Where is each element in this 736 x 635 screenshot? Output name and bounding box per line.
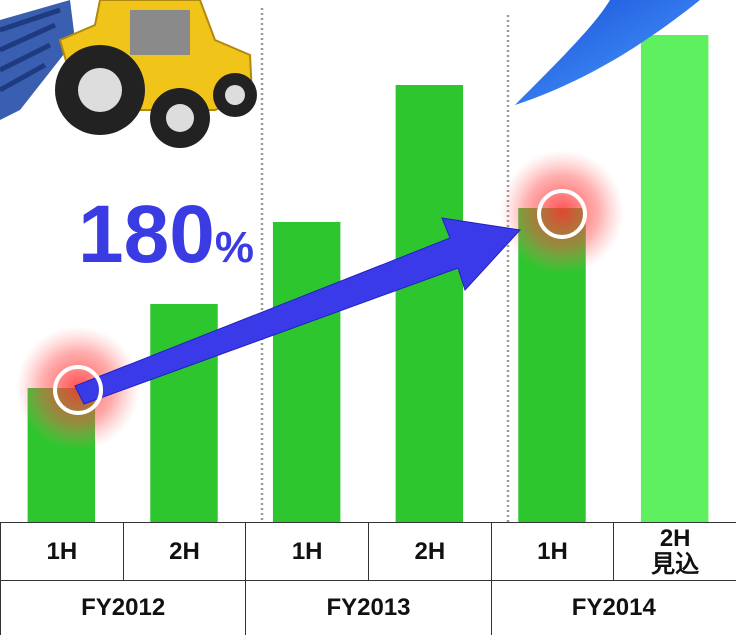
bar bbox=[396, 85, 463, 522]
x-tick-label: 1H bbox=[0, 522, 123, 580]
x-tick-label: 2H bbox=[368, 522, 491, 580]
group-label: FY2012 bbox=[0, 580, 245, 635]
x-tick-label: 1H bbox=[245, 522, 368, 580]
annotation-unit: % bbox=[215, 223, 254, 272]
x-tick-label: 2H bbox=[123, 522, 246, 580]
bar bbox=[273, 222, 340, 522]
page: 180% 1H2H1H2H1H2H 見込FY2012FY2013FY2014 bbox=[0, 0, 736, 635]
tractor bbox=[0, 0, 257, 148]
group-label: FY2014 bbox=[491, 580, 736, 635]
annotation-number: 180 bbox=[78, 189, 215, 280]
x-tick-label: 1H bbox=[491, 522, 614, 580]
group-label: FY2013 bbox=[245, 580, 490, 635]
chart: 180% bbox=[0, 0, 736, 522]
x-tick-label: 2H 見込 bbox=[613, 522, 736, 580]
bar bbox=[641, 35, 708, 522]
annotation: 180% bbox=[78, 189, 254, 280]
highlight-glow bbox=[500, 150, 624, 274]
